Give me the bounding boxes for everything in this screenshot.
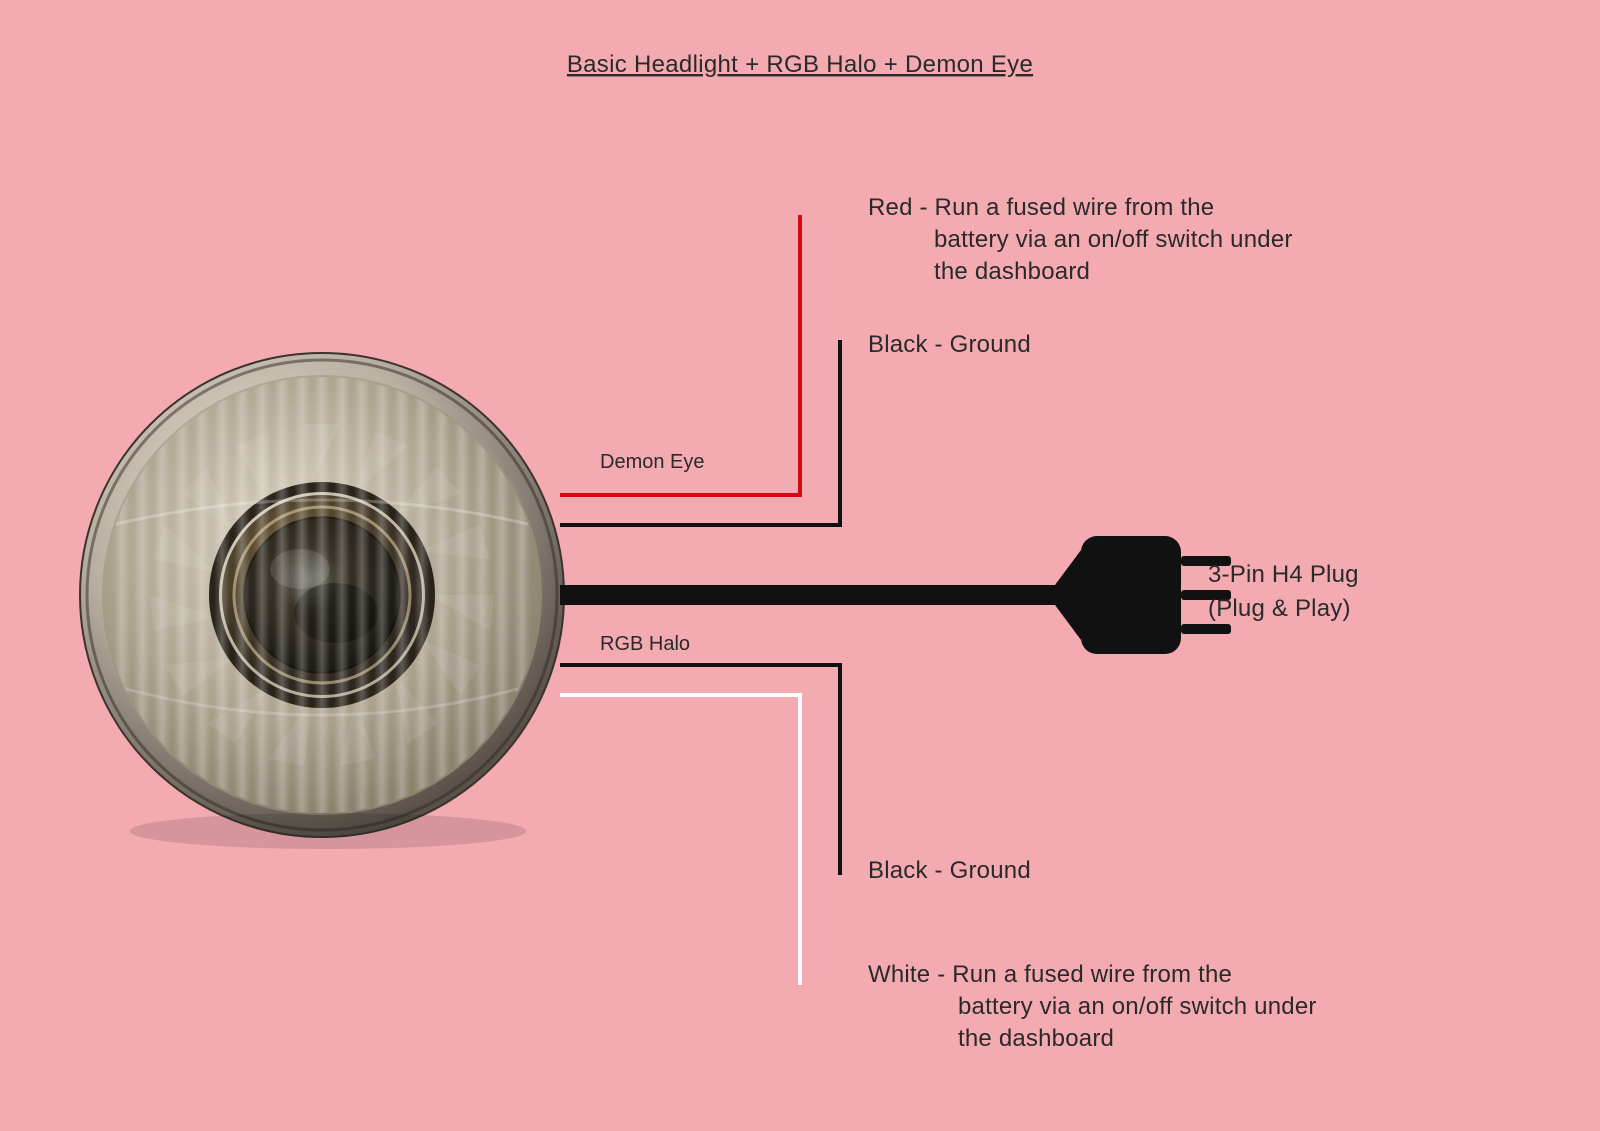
label-demon-eye: Demon Eye (600, 451, 705, 473)
callout-red-l2: battery via an on/off switch under (934, 226, 1293, 253)
callout-black-top-l1: Black - Ground (868, 331, 1031, 358)
stage: Basic Headlight + RGB Halo + Demon Eye De… (0, 0, 1600, 1131)
callout-h4-l2: (Plug & Play) (1208, 595, 1351, 622)
callout-black-bottom-l1: Black - Ground (868, 857, 1031, 884)
callout-h4-l1: 3-Pin H4 Plug (1208, 561, 1359, 588)
callout-red-l3: the dashboard (934, 258, 1090, 285)
callout-white-l3: the dashboard (958, 1025, 1114, 1052)
headlight-shadow (130, 813, 527, 849)
label-rgb-halo: RGB Halo (600, 633, 690, 655)
callout-white-l1: White - Run a fused wire from the (868, 961, 1232, 988)
page-title: Basic Headlight + RGB Halo + Demon Eye (567, 51, 1033, 78)
diagram-svg: Basic Headlight + RGB Halo + Demon Eye De… (0, 0, 1600, 1131)
callout-white-l2: battery via an on/off switch under (958, 993, 1317, 1020)
callout-red-l1: Red - Run a fused wire from the (868, 194, 1214, 221)
